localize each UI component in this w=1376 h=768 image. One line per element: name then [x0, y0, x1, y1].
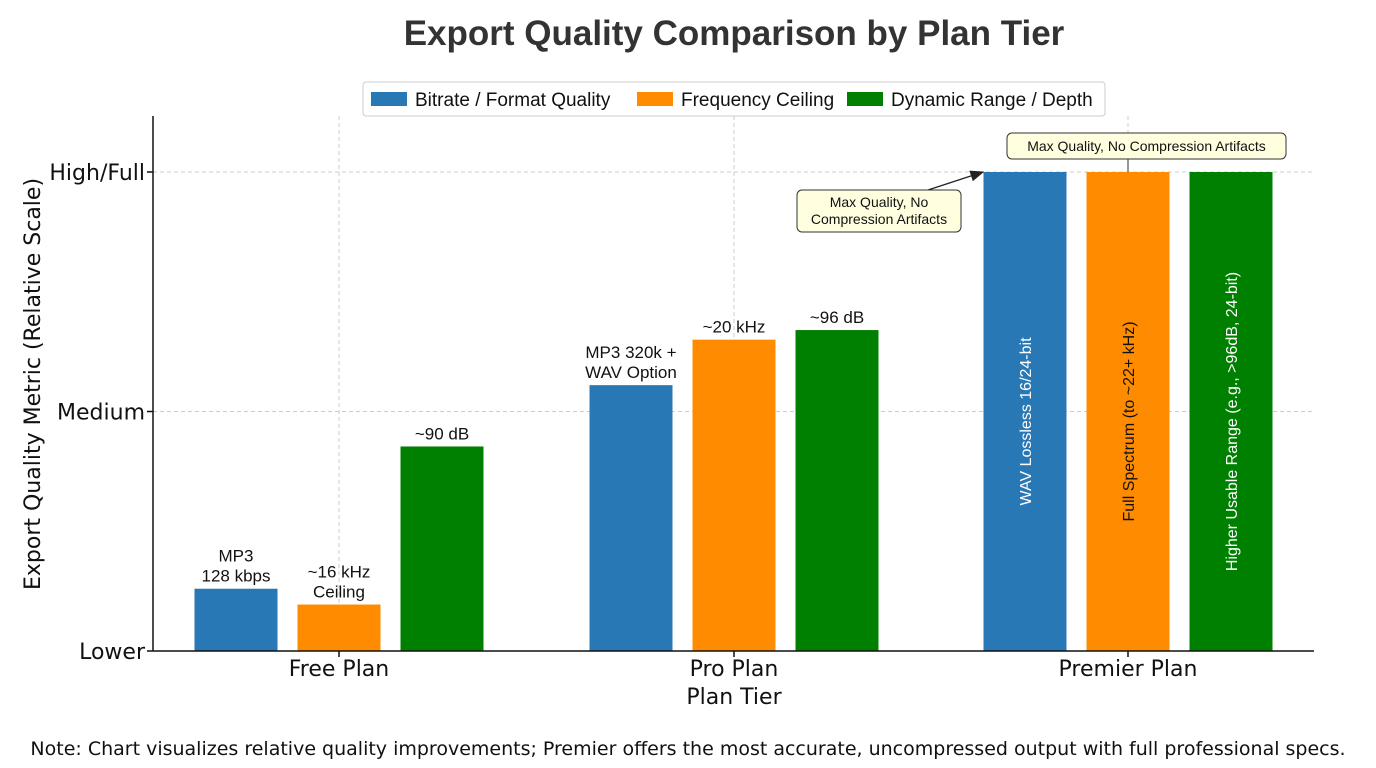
- annotation-box: [1006, 132, 1287, 160]
- chart-title: Export Quality Comparison by Plan Tier: [404, 14, 1065, 53]
- legend-swatch: [847, 92, 883, 106]
- bar-value-label: ~20 kHz: [703, 318, 766, 337]
- bar: [983, 172, 1067, 651]
- bar: [194, 588, 278, 651]
- bar: [400, 446, 484, 651]
- bar-inner-label: WAV Lossless 16/24-bit: [1018, 337, 1035, 506]
- bar-value-label: MP3: [219, 547, 254, 566]
- x-tick-label: Free Plan: [289, 657, 389, 682]
- bar: [589, 385, 673, 651]
- bar: [1189, 172, 1273, 651]
- legend-box: [362, 81, 1106, 117]
- chart-note: Note: Chart visualizes relative quality …: [30, 738, 1346, 760]
- x-axis-label: Plan Tier: [686, 685, 782, 710]
- annotation-box: [796, 189, 962, 233]
- annotation-text: Max Quality, No Compression Artifacts: [1027, 138, 1266, 154]
- bar-value-label: ~90 dB: [415, 424, 469, 443]
- y-tick-label: High/Full: [49, 161, 145, 186]
- legend-label: Bitrate / Format Quality: [415, 90, 611, 111]
- legend-label: Dynamic Range / Depth: [891, 90, 1093, 111]
- annotations: Max Quality, No Compression Artifacts Max…: [796, 132, 1287, 233]
- bar: [795, 330, 879, 651]
- annotation-text: Compression Artifacts: [811, 211, 947, 227]
- bar-value-label: WAV Option: [585, 363, 677, 382]
- bar-value-label: MP3 320k +: [585, 343, 676, 362]
- bar-value-label: ~96 dB: [810, 308, 864, 327]
- legend-swatch: [371, 92, 407, 106]
- bars: [194, 172, 1273, 651]
- y-tick-label: Lower: [79, 640, 146, 665]
- x-tick-label: Premier Plan: [1059, 657, 1198, 682]
- axes: Lower Medium High/Full Free Plan Pro Plan Pre…: [49, 116, 1314, 682]
- bar-inner-label: Full Spectrum (to ~22+ kHz): [1121, 321, 1138, 521]
- y-axis-label: Export Quality Metric (Relative Scale): [21, 178, 46, 590]
- legend-label: Frequency Ceiling: [681, 90, 834, 111]
- legend-swatch: [637, 92, 673, 106]
- bar-value-label: Ceiling: [313, 583, 365, 602]
- y-tick-label: Medium: [57, 401, 145, 426]
- annotation-arrow: [927, 170, 985, 191]
- x-tick-label: Pro Plan: [690, 657, 779, 682]
- bar: [297, 604, 381, 651]
- bar: [1086, 172, 1170, 651]
- bar-value-label: ~16 kHz: [308, 563, 371, 582]
- bar-value-label: 128 kbps: [202, 567, 271, 586]
- bar: [692, 339, 776, 651]
- annotation-text: Max Quality, No: [830, 194, 929, 210]
- bar-inner-label: Higher Usable Range (e.g., >96dB, 24-bit…: [1224, 272, 1241, 571]
- legend: Bitrate / Format Quality Frequency Ceilin…: [362, 81, 1106, 117]
